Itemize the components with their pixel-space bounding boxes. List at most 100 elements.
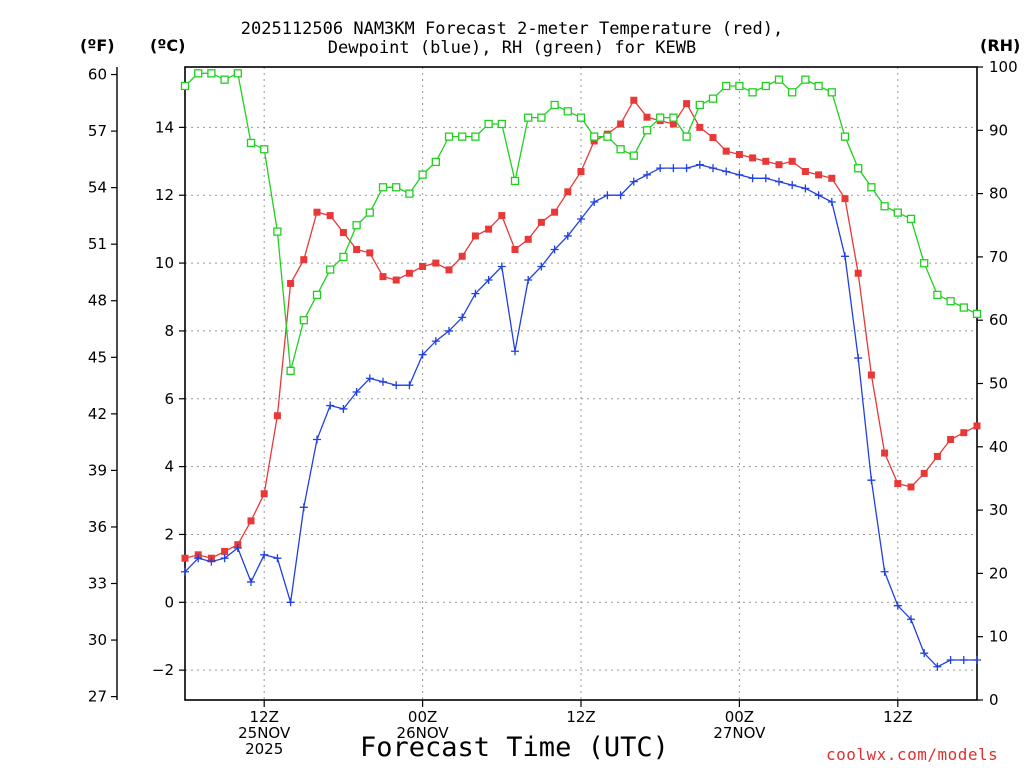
series-0-point-59	[960, 429, 968, 437]
rh-tick-label-7: 70	[989, 248, 1008, 266]
series-2-point-9	[299, 316, 308, 325]
series-1-point-30	[577, 214, 585, 223]
series-2-point-52	[867, 183, 876, 192]
series-2-point-0	[180, 81, 190, 91]
series-1-point-19	[431, 337, 440, 346]
series-0-point-43	[749, 154, 757, 162]
rh-tick-label-9: 90	[989, 121, 1008, 139]
series-1-point-6	[260, 550, 269, 559]
series-2-point-4	[233, 69, 242, 78]
series-2-point-8	[286, 366, 295, 375]
series-0-point-21	[458, 252, 466, 260]
series-1-point-37	[669, 164, 678, 173]
series-1-point-35	[643, 170, 651, 179]
series-0-point-58	[947, 435, 955, 443]
x-tick-label-3-1: 27NOV	[713, 724, 766, 742]
series-0-point-54	[894, 480, 902, 488]
series-2-point-54	[893, 208, 902, 217]
series-2-point-25	[510, 176, 520, 186]
series-2-point-17	[405, 189, 414, 198]
series-0-point-46	[788, 157, 796, 165]
x-tick-label-1-1: 26NOV	[397, 724, 450, 742]
series-1-point-49	[827, 198, 836, 207]
series-1-point-24	[497, 262, 506, 271]
series-1-point-2	[207, 557, 216, 566]
series-2-point-22	[471, 132, 480, 141]
series-0-point-8	[287, 279, 295, 287]
series-2-point-51	[854, 164, 863, 173]
series-1-point-39	[695, 160, 704, 169]
series-0-point-7	[273, 412, 281, 420]
series-0-point-56	[920, 469, 928, 477]
series-2-point-53	[880, 202, 889, 211]
series-2-point-55	[906, 214, 916, 224]
fahrenheit-unit-label: (ºF)	[80, 36, 115, 55]
series-2-point-58	[946, 297, 955, 306]
chart-title-line-1: 2025112506 NAM3KM Forecast 2-meter Tempe…	[240, 19, 784, 39]
series-1-point-16	[392, 381, 401, 390]
rh-tick-label-3: 30	[989, 501, 1008, 519]
fahrenheit-tick-label-4: 39	[88, 461, 107, 479]
series-1-point-9	[299, 503, 308, 512]
series-2-point-49	[827, 88, 836, 97]
fahrenheit-tick-label-2: 33	[88, 575, 107, 593]
series-0-point-53	[881, 449, 889, 457]
series-0-point-39	[696, 123, 704, 131]
celsius-tick-label-4: 6	[164, 390, 174, 408]
series-0-point-55	[907, 483, 915, 491]
series-0-point-19	[432, 259, 440, 267]
tick-labels: 27 30 33 36 39 42 45 48 51 54 57 60 −2 0 2 4 6 8 10 12 14 0 10…	[88, 58, 1018, 758]
series-2-point-43	[748, 88, 757, 97]
series-1-point-53	[880, 567, 889, 576]
series-2-point-7	[273, 227, 282, 236]
series-1-point-3	[220, 554, 229, 563]
series-2-point-23	[484, 119, 493, 129]
series-2-point-56	[920, 259, 929, 268]
series-2-point-13	[352, 221, 361, 230]
fahrenheit-tick-label-0: 27	[88, 688, 107, 706]
series-0-point-37	[669, 120, 677, 128]
celsius-tick-label-8: 14	[155, 118, 174, 136]
series-1-group	[181, 160, 981, 671]
series-2-point-50	[840, 132, 850, 141]
series-1-point-4	[233, 544, 242, 553]
series-2-point-19	[431, 157, 440, 167]
series-2-point-38	[682, 132, 691, 141]
series-2-point-40	[708, 94, 718, 103]
series-0-point-48	[815, 171, 823, 179]
series-layer	[180, 69, 982, 671]
series-2-point-24	[497, 119, 506, 129]
series-1-point-26	[524, 276, 533, 285]
series-1-point-31	[590, 198, 599, 207]
series-2-point-1	[194, 69, 203, 78]
series-2-point-36	[656, 113, 665, 122]
series-0-point-45	[775, 161, 783, 169]
series-1-point-11	[326, 401, 335, 410]
series-1-point-21	[458, 313, 467, 322]
series-2-point-15	[378, 183, 388, 192]
series-1-point-50	[841, 252, 849, 261]
series-2-point-41	[722, 81, 731, 91]
series-1-point-14	[365, 374, 374, 383]
rh-tick-label-10: 100	[989, 58, 1018, 76]
fahrenheit-tick-label-10: 57	[88, 122, 107, 140]
series-0-point-17	[405, 269, 413, 277]
series-0-point-15	[379, 273, 387, 281]
rh-tick-label-8: 80	[989, 185, 1008, 203]
series-1-point-45	[775, 177, 783, 186]
series-0-point-6	[260, 490, 268, 498]
series-0-point-14	[366, 249, 374, 257]
series-1-point-57	[933, 662, 942, 671]
series-2-point-3	[220, 75, 229, 84]
fahrenheit-tick-label-3: 36	[88, 518, 107, 536]
series-0-point-22	[471, 232, 479, 240]
source-credit: coolwx.com/models	[826, 745, 999, 764]
series-1-point-60	[973, 655, 981, 664]
x-tick-label-4-0: 12Z	[883, 708, 912, 726]
series-1-point-20	[445, 326, 453, 335]
series-2-point-29	[563, 107, 572, 116]
rh-tick-label-0: 0	[989, 691, 999, 709]
series-0-point-52	[867, 371, 875, 379]
series-1-point-10	[313, 435, 321, 444]
series-2-point-48	[814, 81, 823, 91]
